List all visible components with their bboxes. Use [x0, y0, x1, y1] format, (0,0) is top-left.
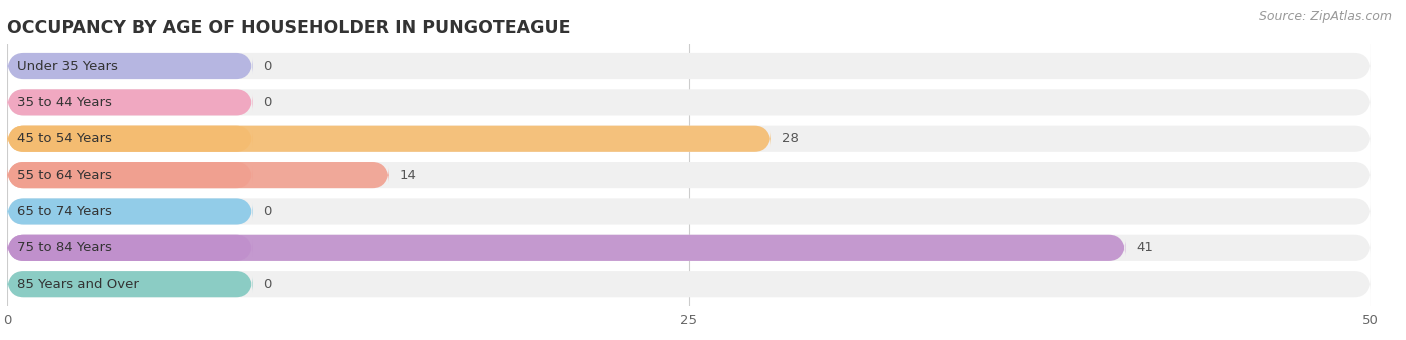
Text: 0: 0 — [263, 96, 271, 109]
FancyBboxPatch shape — [7, 271, 1371, 297]
Text: Source: ZipAtlas.com: Source: ZipAtlas.com — [1258, 10, 1392, 23]
FancyBboxPatch shape — [7, 162, 389, 188]
FancyBboxPatch shape — [7, 235, 1125, 261]
Text: Under 35 Years: Under 35 Years — [17, 59, 118, 72]
FancyBboxPatch shape — [7, 126, 770, 152]
Text: OCCUPANCY BY AGE OF HOUSEHOLDER IN PUNGOTEAGUE: OCCUPANCY BY AGE OF HOUSEHOLDER IN PUNGO… — [7, 19, 571, 37]
FancyBboxPatch shape — [7, 271, 253, 297]
FancyBboxPatch shape — [7, 126, 1371, 152]
FancyBboxPatch shape — [7, 235, 253, 261]
Text: 45 to 54 Years: 45 to 54 Years — [17, 132, 111, 145]
Text: 41: 41 — [1136, 241, 1153, 254]
FancyBboxPatch shape — [7, 198, 1371, 224]
Text: 55 to 64 Years: 55 to 64 Years — [17, 169, 111, 182]
Text: 35 to 44 Years: 35 to 44 Years — [17, 96, 111, 109]
Text: 85 Years and Over: 85 Years and Over — [17, 278, 138, 291]
FancyBboxPatch shape — [7, 53, 253, 79]
FancyBboxPatch shape — [7, 198, 253, 224]
FancyBboxPatch shape — [7, 53, 1371, 79]
Text: 14: 14 — [399, 169, 416, 182]
FancyBboxPatch shape — [7, 162, 1371, 188]
Text: 0: 0 — [263, 278, 271, 291]
Text: 0: 0 — [263, 59, 271, 72]
Text: 28: 28 — [782, 132, 799, 145]
Text: 65 to 74 Years: 65 to 74 Years — [17, 205, 111, 218]
FancyBboxPatch shape — [7, 162, 253, 188]
Text: 75 to 84 Years: 75 to 84 Years — [17, 241, 111, 254]
Text: 0: 0 — [263, 205, 271, 218]
FancyBboxPatch shape — [7, 126, 253, 152]
FancyBboxPatch shape — [7, 235, 1371, 261]
FancyBboxPatch shape — [7, 89, 253, 116]
FancyBboxPatch shape — [7, 89, 1371, 116]
